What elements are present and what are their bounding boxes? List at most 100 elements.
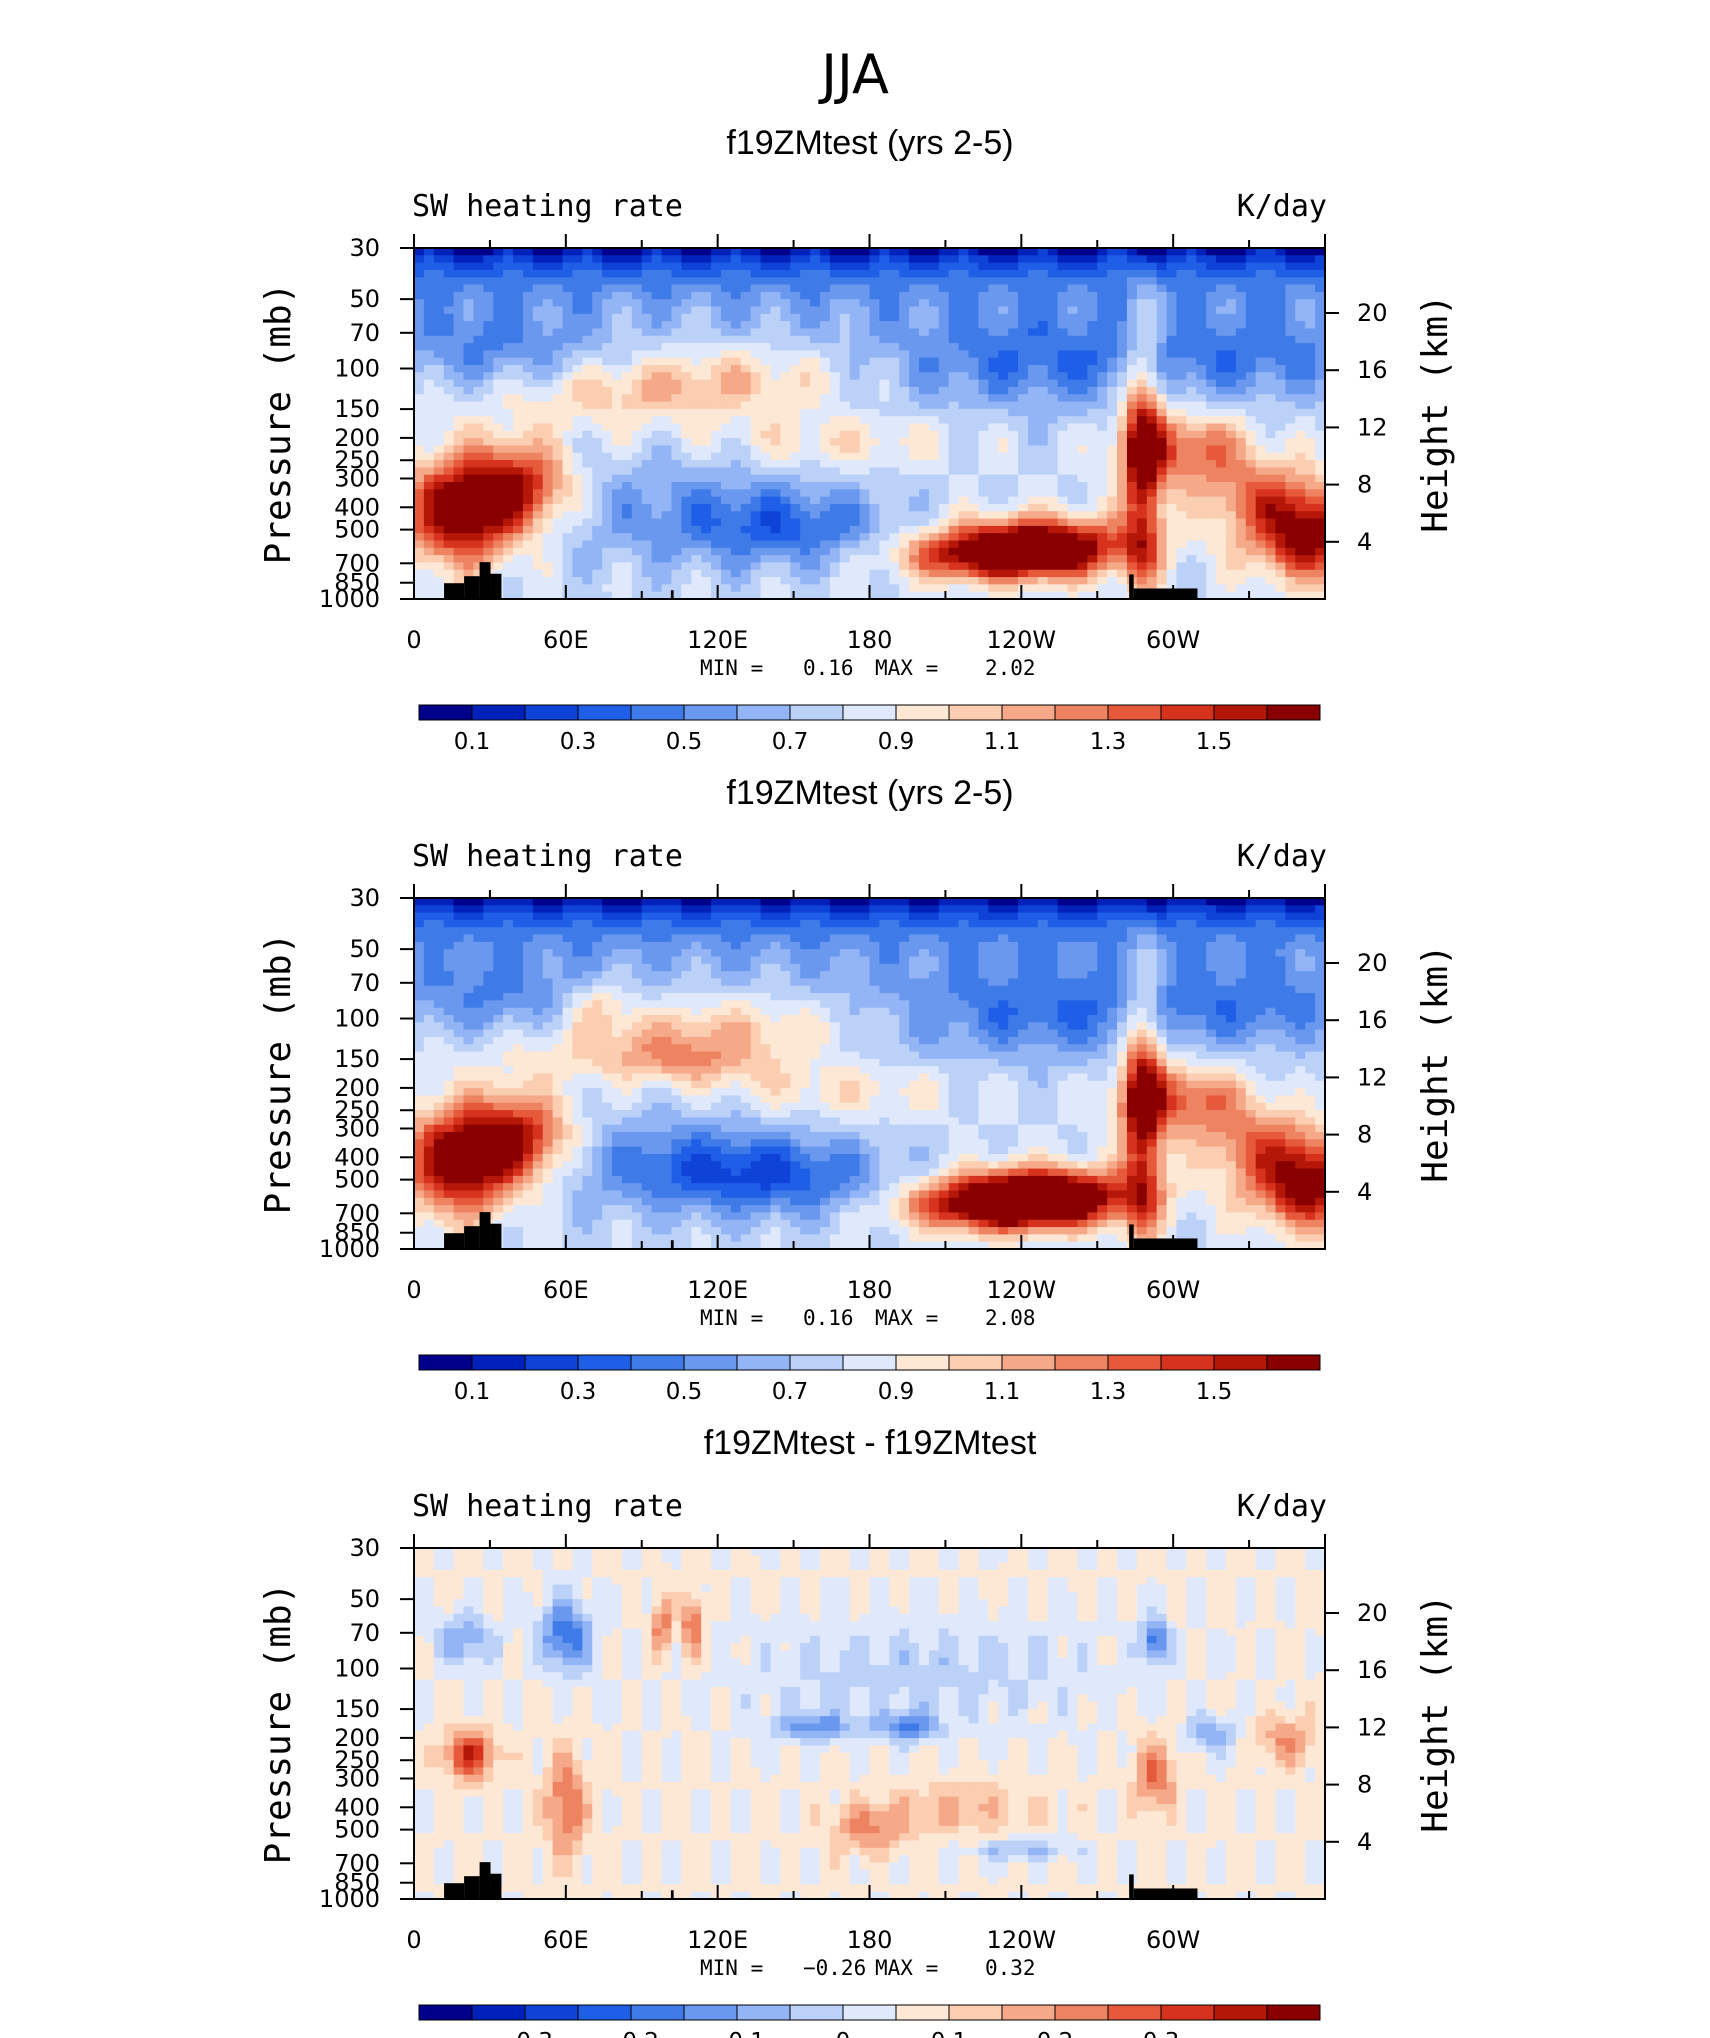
heatmap-cell bbox=[1275, 357, 1286, 366]
heatmap-cell bbox=[582, 511, 593, 520]
heatmap-cell bbox=[859, 372, 871, 381]
heatmap-cell bbox=[1057, 277, 1069, 286]
heatmap-cell bbox=[503, 269, 514, 278]
heatmap-cell bbox=[770, 401, 781, 410]
heatmap-cell bbox=[1087, 533, 1098, 542]
heatmap-cell bbox=[1018, 321, 1029, 330]
heatmap-cell bbox=[780, 335, 791, 344]
heatmap-cell bbox=[1196, 547, 1207, 556]
heatmap-cell bbox=[1117, 306, 1128, 315]
heatmap-cell bbox=[1225, 277, 1237, 286]
heatmap-cell bbox=[1146, 313, 1158, 322]
heatmap-cell bbox=[701, 416, 712, 425]
heatmap-cell bbox=[1225, 328, 1237, 337]
heatmap-cell bbox=[691, 518, 702, 527]
heatmap-cell bbox=[810, 328, 821, 337]
heatmap-cell bbox=[1245, 511, 1257, 520]
heatmap-cell bbox=[1037, 452, 1049, 461]
heatmap-cell bbox=[1047, 277, 1059, 286]
heatmap-cell bbox=[612, 511, 623, 520]
heatmap-cell bbox=[839, 262, 851, 271]
heatmap-cell bbox=[948, 503, 960, 512]
heatmap-cell bbox=[919, 321, 930, 330]
heatmap-cell bbox=[1136, 379, 1148, 388]
heatmap-cell bbox=[889, 452, 900, 461]
heatmap-cell bbox=[1315, 591, 1326, 600]
heatmap-cell bbox=[1097, 496, 1108, 505]
heatmap-cell bbox=[1037, 525, 1049, 534]
heatmap-cell bbox=[1295, 313, 1306, 322]
heatmap-cell bbox=[780, 927, 791, 936]
heatmap-cell bbox=[681, 905, 692, 914]
heatmap-cell bbox=[1235, 299, 1247, 308]
heatmap-cell bbox=[1057, 562, 1069, 571]
heatmap-cell bbox=[1166, 919, 1178, 928]
heatmap-cell bbox=[859, 547, 871, 556]
heatmap-cell bbox=[671, 445, 682, 454]
heatmap-cell bbox=[909, 577, 920, 585]
heatmap-cell bbox=[1156, 269, 1168, 278]
heatmap-cell bbox=[1126, 555, 1138, 564]
heatmap-cell bbox=[1166, 277, 1178, 286]
heatmap-cell bbox=[1196, 372, 1207, 381]
heatmap-cell bbox=[1305, 328, 1316, 337]
x-tick-label: 120W bbox=[987, 626, 1057, 654]
heatmap-cell bbox=[483, 919, 494, 928]
heatmap-cell bbox=[1225, 927, 1237, 936]
heatmap-cell bbox=[572, 430, 583, 439]
heatmap-cell bbox=[562, 482, 574, 490]
heatmap-cell bbox=[602, 343, 613, 351]
heatmap-cell bbox=[562, 343, 574, 351]
heatmap-cell bbox=[1146, 496, 1158, 505]
heatmap-cell bbox=[631, 467, 643, 476]
heatmap-cell bbox=[1117, 489, 1128, 498]
heatmap-cell bbox=[612, 343, 623, 351]
heatmap-cell bbox=[958, 328, 970, 337]
heatmap-cell bbox=[503, 321, 514, 330]
heatmap-cell bbox=[582, 430, 593, 439]
heatmap-cell bbox=[671, 912, 682, 921]
heatmap-cell bbox=[1156, 460, 1168, 468]
heatmap-cell bbox=[602, 927, 613, 936]
heatmap-cell bbox=[1206, 496, 1217, 505]
heatmap-cell bbox=[1245, 927, 1257, 936]
heatmap-cell bbox=[1315, 394, 1326, 403]
heatmap-cell bbox=[1225, 489, 1237, 498]
heatmap-cell bbox=[1057, 262, 1069, 271]
heatmap-cell bbox=[810, 386, 821, 395]
heatmap-cell bbox=[998, 423, 1009, 432]
heatmap-cell bbox=[1206, 386, 1217, 395]
heatmap-cell bbox=[879, 357, 890, 366]
heatmap-cell bbox=[691, 408, 702, 417]
heatmap-cell bbox=[1245, 423, 1257, 432]
heatmap-cell bbox=[770, 445, 781, 454]
heatmap-cell bbox=[453, 416, 465, 425]
heatmap-cell bbox=[1235, 350, 1247, 359]
heatmap-cell bbox=[909, 591, 920, 600]
heatmap-cell bbox=[1156, 577, 1168, 585]
heatmap-cell bbox=[1255, 269, 1267, 278]
heatmap-cell bbox=[522, 255, 534, 264]
heatmap-cell bbox=[1265, 569, 1277, 578]
heatmap-cell bbox=[661, 365, 673, 373]
heatmap-cell bbox=[780, 408, 791, 417]
heatmap-cell bbox=[522, 350, 534, 359]
heatmap-cell bbox=[968, 577, 980, 585]
heatmap-cell bbox=[621, 262, 633, 271]
heatmap-cell bbox=[919, 503, 930, 512]
heatmap-cell bbox=[493, 525, 504, 534]
heatmap-cell bbox=[1107, 306, 1118, 315]
heatmap-cell bbox=[938, 277, 950, 286]
heatmap-cell bbox=[1245, 489, 1257, 498]
heatmap-cell bbox=[770, 372, 781, 381]
heatmap-cell bbox=[602, 584, 613, 593]
heatmap-cell bbox=[928, 255, 940, 264]
heatmap-cell bbox=[562, 394, 574, 403]
heatmap-cell bbox=[532, 460, 544, 468]
heatmap-cell bbox=[1037, 408, 1049, 417]
heatmap-cell bbox=[1037, 328, 1049, 337]
heatmap-cell bbox=[493, 445, 504, 454]
heatmap-cell bbox=[1206, 511, 1217, 520]
heatmap-cell bbox=[839, 291, 851, 300]
heatmap-cell bbox=[1196, 482, 1207, 490]
